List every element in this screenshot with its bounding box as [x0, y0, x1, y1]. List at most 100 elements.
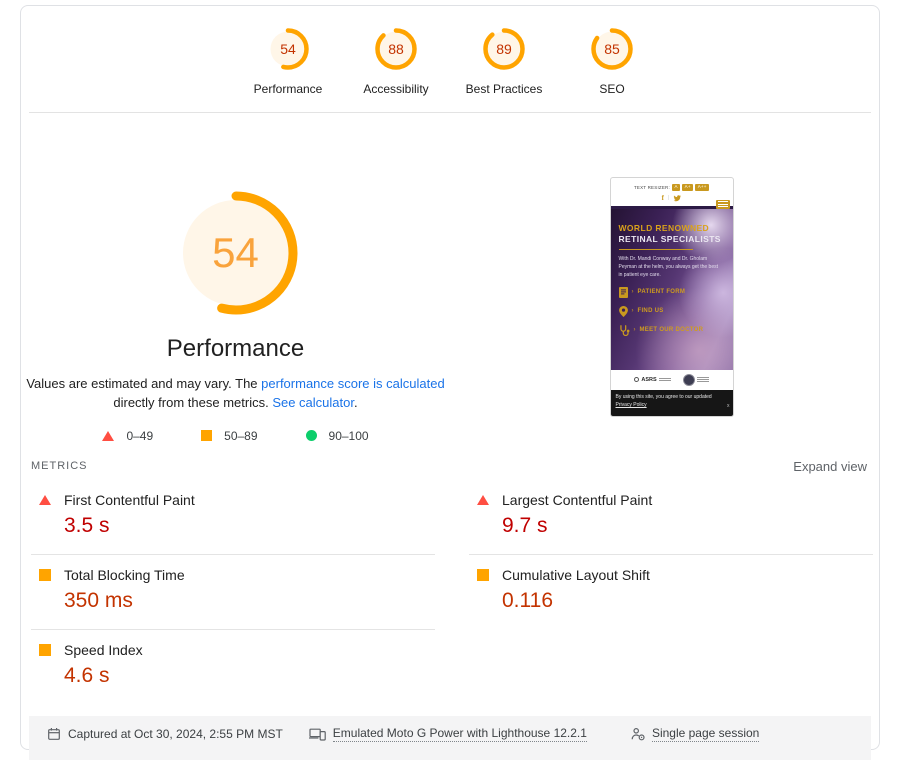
- performance-gauge-arc: [267, 28, 309, 70]
- text-resizer-label: TEXT RESIZER:: [633, 184, 670, 190]
- asrs-logo-mark: [634, 377, 640, 383]
- legend-average: 50–89: [201, 428, 258, 443]
- screenshot-site-topbar: TEXT RESIZER: A A+ A++ f |: [611, 178, 733, 203]
- screenshot-logos-strip: ASRS: [610, 369, 733, 390]
- legend-average-range: 50–89: [224, 428, 258, 443]
- legend-pass-range: 90–100: [328, 428, 369, 443]
- seal-logo-mark: [682, 373, 695, 386]
- menu-caret: ›: [633, 327, 636, 334]
- average-square-icon: [39, 643, 51, 656]
- gauge-best-practices[interactable]: 89 Best Practices: [465, 27, 543, 112]
- cookie-close-icon: x: [727, 402, 730, 409]
- score-calc-link[interactable]: performance score is calculated: [261, 376, 445, 391]
- cookie-privacy-policy-link: Privacy Policy: [615, 402, 647, 409]
- expand-view-button[interactable]: Expand view: [793, 458, 867, 474]
- metrics-heading: METRICS: [31, 460, 88, 473]
- gauge-seo[interactable]: 85 SEO: [576, 27, 648, 112]
- asrs-logo-tagline: [658, 377, 671, 382]
- performance-label: Performance: [253, 82, 323, 96]
- best-practices-gauge-arc: [483, 28, 525, 70]
- pass-circle-icon: [305, 430, 317, 442]
- fail-triangle-icon: [477, 494, 489, 505]
- metrics-header: METRICS Expand view: [21, 455, 879, 474]
- menu-label-patient-forms: PATIENT FORM: [637, 289, 686, 296]
- twitter-icon: [673, 195, 682, 202]
- session-type[interactable]: Single page session: [631, 725, 760, 742]
- menu-item-patient-forms: › PATIENT FORM: [618, 286, 725, 298]
- hero-gold-rule: [618, 248, 693, 251]
- metric-name: First Contentful Paint: [64, 491, 195, 508]
- captured-at-text: Captured at Oct 30, 2024, 2:55 PM MST: [68, 726, 283, 741]
- emulated-device[interactable]: Emulated Moto G Power with Lighthouse 12…: [308, 725, 587, 742]
- calendar-icon: [47, 727, 61, 741]
- fail-triangle-icon: [102, 430, 115, 441]
- average-square-icon: [39, 568, 51, 581]
- menu-caret: ›: [631, 289, 634, 296]
- legend-pass: 90–100: [305, 428, 369, 443]
- captured-at: Captured at Oct 30, 2024, 2:55 PM MST: [47, 727, 283, 741]
- menu-item-find-us: › FIND US: [618, 305, 725, 317]
- best-practices-score: 89: [496, 41, 512, 57]
- emulated-device-text[interactable]: Emulated Moto G Power with Lighthouse 12…: [332, 725, 587, 742]
- menu-caret: ›: [631, 308, 634, 315]
- metric-name: Speed Index: [64, 641, 143, 658]
- performance-section-title: Performance: [166, 335, 305, 362]
- gauge-performance[interactable]: 54 Performance: [252, 27, 324, 112]
- score-legend: 0–49 50–89 90–100: [102, 428, 369, 443]
- seo-label: SEO: [599, 82, 625, 96]
- metric-value: 4.6 s: [64, 663, 110, 687]
- seo-score: 85: [604, 41, 620, 57]
- facebook-icon: f: [661, 194, 665, 203]
- hamburger-menu-icon: [715, 199, 730, 209]
- final-screenshot-thumbnail: TEXT RESIZER: A A+ A++ f |: [609, 177, 734, 417]
- performance-summary-section: 54 Performance Values are estimated and …: [21, 113, 879, 455]
- hero-menu: › PATIENT FORM › FIND US: [618, 286, 725, 336]
- metric-speed-index: Speed Index 4.6 s: [31, 630, 435, 704]
- resizer-button-a-plus: A+: [682, 184, 694, 191]
- resizer-button-a: A: [671, 184, 681, 191]
- metric-name: Total Blocking Time: [64, 566, 185, 583]
- metric-value: 3.5 s: [64, 513, 110, 537]
- desc-text-2: directly from these metrics.: [113, 394, 273, 410]
- metric-name: Cumulative Layout Shift: [502, 566, 650, 583]
- best-practices-label: Best Practices: [465, 82, 543, 96]
- session-type-text[interactable]: Single page session: [651, 725, 760, 742]
- asrs-logo-text: ASRS: [641, 376, 657, 383]
- accessibility-score: 88: [388, 41, 404, 57]
- average-square-icon: [201, 430, 213, 442]
- asrs-logo: ASRS: [634, 376, 671, 383]
- resizer-button-a-plus-plus: A++: [695, 184, 710, 191]
- metrics-grid: First Contentful Paint 3.5 s Largest Con…: [21, 480, 879, 704]
- accessibility-label: Accessibility: [363, 82, 429, 96]
- hero-body-text: With Dr. Mandi Conway and Dr. Gholam Pey…: [618, 256, 719, 278]
- average-square-icon: [477, 568, 489, 581]
- menu-item-meet-our-doctor: › MEET OUR DOCTOR: [619, 324, 725, 336]
- big-performance-score: 54: [212, 229, 259, 276]
- document-icon: [618, 286, 628, 298]
- seal-logo: [682, 373, 709, 386]
- metric-value: 0.116: [502, 588, 553, 612]
- seo-gauge-arc: [591, 28, 633, 70]
- legend-fail-range: 0–49: [126, 428, 154, 443]
- legend-fail: 0–49: [102, 429, 153, 443]
- metric-empty-cell: [469, 630, 873, 704]
- category-gauges-header: 54 Performance 88 Accessibility 89: [21, 6, 879, 112]
- accessibility-gauge-arc: [375, 28, 417, 70]
- stethoscope-icon: [619, 324, 629, 336]
- metric-name: Largest Contentful Paint: [502, 491, 653, 508]
- metric-largest-contentful-paint: Largest Contentful Paint 9.7 s: [469, 480, 873, 555]
- menu-label-find-us: FIND US: [637, 308, 664, 315]
- see-calculator-link[interactable]: See calculator: [272, 394, 354, 410]
- devices-icon: [308, 727, 326, 741]
- desc-text-3: .: [353, 394, 358, 410]
- cookie-text: By using this site, you agree to our upd…: [615, 393, 712, 400]
- map-pin-icon: [618, 305, 628, 317]
- menu-label-meet-our-doctor: MEET OUR DOCTOR: [639, 327, 704, 334]
- metric-total-blocking-time: Total Blocking Time 350 ms: [31, 555, 435, 630]
- desc-text-1: Values are estimated and may vary. The: [26, 376, 262, 391]
- lighthouse-report-card: 54 Performance 88 Accessibility 89: [20, 5, 880, 760]
- social-separator: |: [668, 195, 670, 202]
- gauge-accessibility[interactable]: 88 Accessibility: [360, 27, 432, 112]
- session-person-icon: [631, 727, 645, 741]
- report-footer: Captured at Oct 30, 2024, 2:55 PM MST Em…: [29, 715, 871, 760]
